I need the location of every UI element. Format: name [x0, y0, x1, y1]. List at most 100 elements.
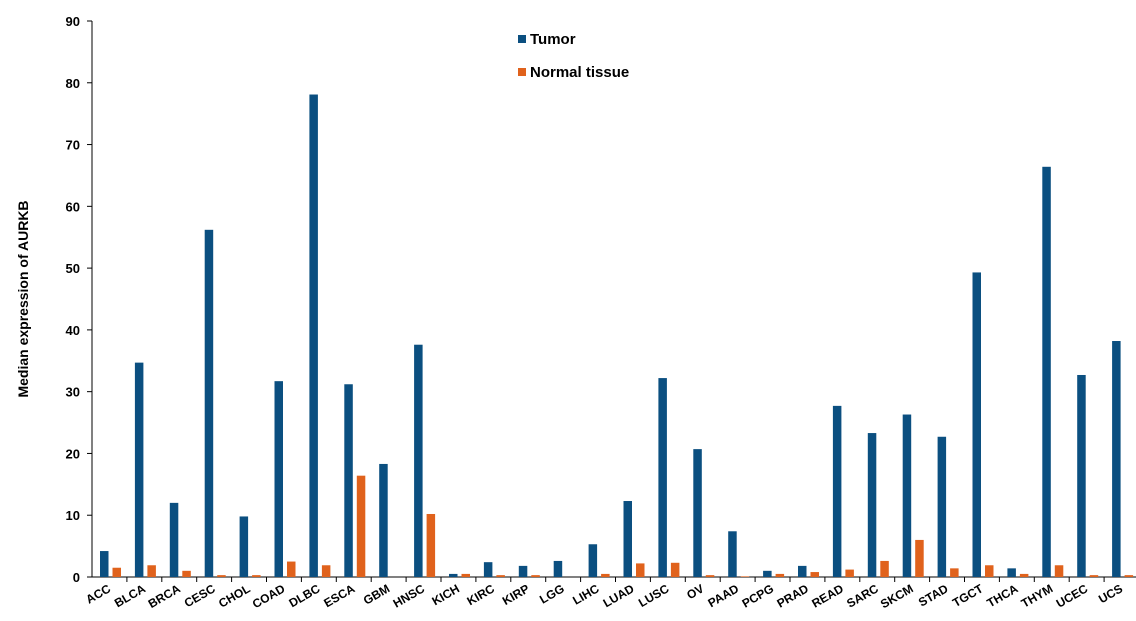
bar-normal-luad [636, 563, 645, 577]
bar-normal-ov [705, 575, 715, 577]
x-tick-label: PRAD [774, 581, 811, 610]
bar-tumor-prad [798, 565, 807, 577]
x-tick-label: ESCA [321, 581, 357, 610]
x-tick-label: KICH [430, 581, 462, 608]
legend-label-tumor: Tumor [530, 31, 576, 48]
bar-normal-ucs [1124, 575, 1134, 577]
bar-tumor-tgct [972, 272, 981, 577]
bar-normal-kich [461, 573, 470, 577]
bar-normal-acc [112, 567, 121, 577]
bar-tumor-kirp [518, 565, 528, 577]
y-tick-label: 50 [66, 261, 80, 276]
y-tick-label: 40 [66, 323, 80, 338]
bar-normal-read [845, 569, 854, 577]
x-tick-label: TGCT [950, 581, 986, 610]
bar-tumor-luad [623, 501, 632, 577]
y-tick-label: 90 [66, 14, 80, 29]
bar-normal-chol [252, 575, 261, 577]
x-tick-label: DLBC [286, 581, 322, 610]
x-tick-label: LGG [537, 581, 567, 606]
bar-tumor-kich [449, 573, 458, 577]
x-tick-label: BLCA [112, 581, 148, 610]
bar-tumor-pcpg [763, 570, 772, 577]
x-tick-label: SARC [844, 581, 881, 610]
bar-normal-skcm [915, 539, 924, 577]
legend-swatch-normal [518, 68, 526, 76]
bar-tumor-sarc [867, 433, 877, 577]
bar-tumor-lihc [588, 544, 598, 577]
y-tick-label: 20 [66, 446, 80, 461]
bar-tumor-thym [1042, 166, 1051, 577]
bar-normal-prad [810, 572, 819, 577]
bar-normal-esca [356, 475, 366, 577]
x-tick-label: OV [684, 581, 706, 602]
x-tick-label: UCS [1096, 581, 1125, 606]
bar-normal-thca [1019, 573, 1029, 577]
x-tick-label: STAD [916, 581, 951, 609]
y-tick-label: 60 [66, 199, 80, 214]
x-tick-label: LUSC [636, 581, 672, 610]
x-tick-label: CESC [182, 581, 218, 610]
bar-tumor-thca [1007, 568, 1016, 577]
y-tick-label: 70 [66, 138, 80, 153]
x-tick-label: GBM [361, 581, 392, 607]
bar-normal-coad [287, 561, 296, 577]
x-tick-label: HNSC [391, 581, 428, 610]
x-tick-label: KIRC [464, 581, 497, 608]
axes-group: 0 10 20 30 40 50 60 70 80 90 Median expression of … [15, 14, 1136, 585]
x-tick-label: THCA [984, 581, 1020, 610]
bar-normal-thym [1054, 565, 1064, 577]
bar-tumor-chol [239, 516, 249, 577]
bar-normal-ucec [1089, 575, 1099, 577]
bar-normal-kirp [531, 575, 540, 577]
bar-tumor-read [832, 405, 842, 577]
bar-normal-pcpg [775, 573, 785, 577]
x-tick-label: SKCM [878, 581, 916, 611]
x-tick-label: ACC [83, 581, 113, 606]
x-tick-label: LUAD [601, 581, 637, 610]
bar-tumor-gbm [379, 463, 388, 577]
y-tick-label: 10 [66, 508, 80, 523]
x-tick-label: PCPG [740, 581, 776, 610]
bar-tumor-hnsc [414, 344, 423, 577]
bar-normal-stad [950, 568, 959, 577]
bar-normal-brca [182, 570, 191, 577]
x-tick-label: PAAD [705, 581, 741, 610]
bar-tumor-blca [134, 362, 144, 577]
bar-tumor-acc [100, 551, 109, 577]
legend-swatch-tumor [518, 35, 526, 43]
bar-tumor-coad [274, 381, 283, 577]
y-axis-title: Median expression of AURKB [15, 200, 31, 397]
bar-tumor-ucec [1077, 374, 1086, 577]
bar-normal-hnsc [426, 513, 436, 577]
bar-tumor-ov [693, 449, 702, 577]
y-tick-label: 80 [66, 76, 80, 91]
bar-normal-dlbc [321, 565, 331, 577]
x-tick-label: LIHC [570, 581, 602, 607]
bar-normal-tgct [985, 565, 994, 577]
x-tick-label: UCEC [1054, 581, 1091, 610]
bar-normal-sarc [880, 560, 889, 577]
bar-tumor-stad [937, 436, 947, 577]
bar-normal-cesc [217, 575, 226, 577]
x-tick-label: THYM [1019, 581, 1055, 610]
bar-tumor-lgg [553, 560, 563, 577]
legend: Tumor Normal tissue [518, 31, 629, 81]
bar-tumor-dlbc [309, 94, 318, 577]
bar-tumor-brca [169, 502, 179, 577]
bar-normal-lihc [601, 573, 610, 577]
x-tick-label: READ [809, 581, 846, 610]
x-tick-label: BRCA [146, 581, 183, 611]
bar-tumor-lusc [658, 378, 667, 577]
bar-normal-lusc [670, 562, 680, 577]
bar-tumor-cesc [204, 229, 214, 577]
bar-tumor-paad [728, 531, 737, 577]
bar-tumor-esca [344, 384, 353, 577]
bar-normal-kirc [496, 575, 505, 577]
legend-label-normal: Normal tissue [530, 64, 629, 81]
y-tick-label: 30 [66, 385, 80, 400]
bar-tumor-kirc [483, 562, 493, 577]
